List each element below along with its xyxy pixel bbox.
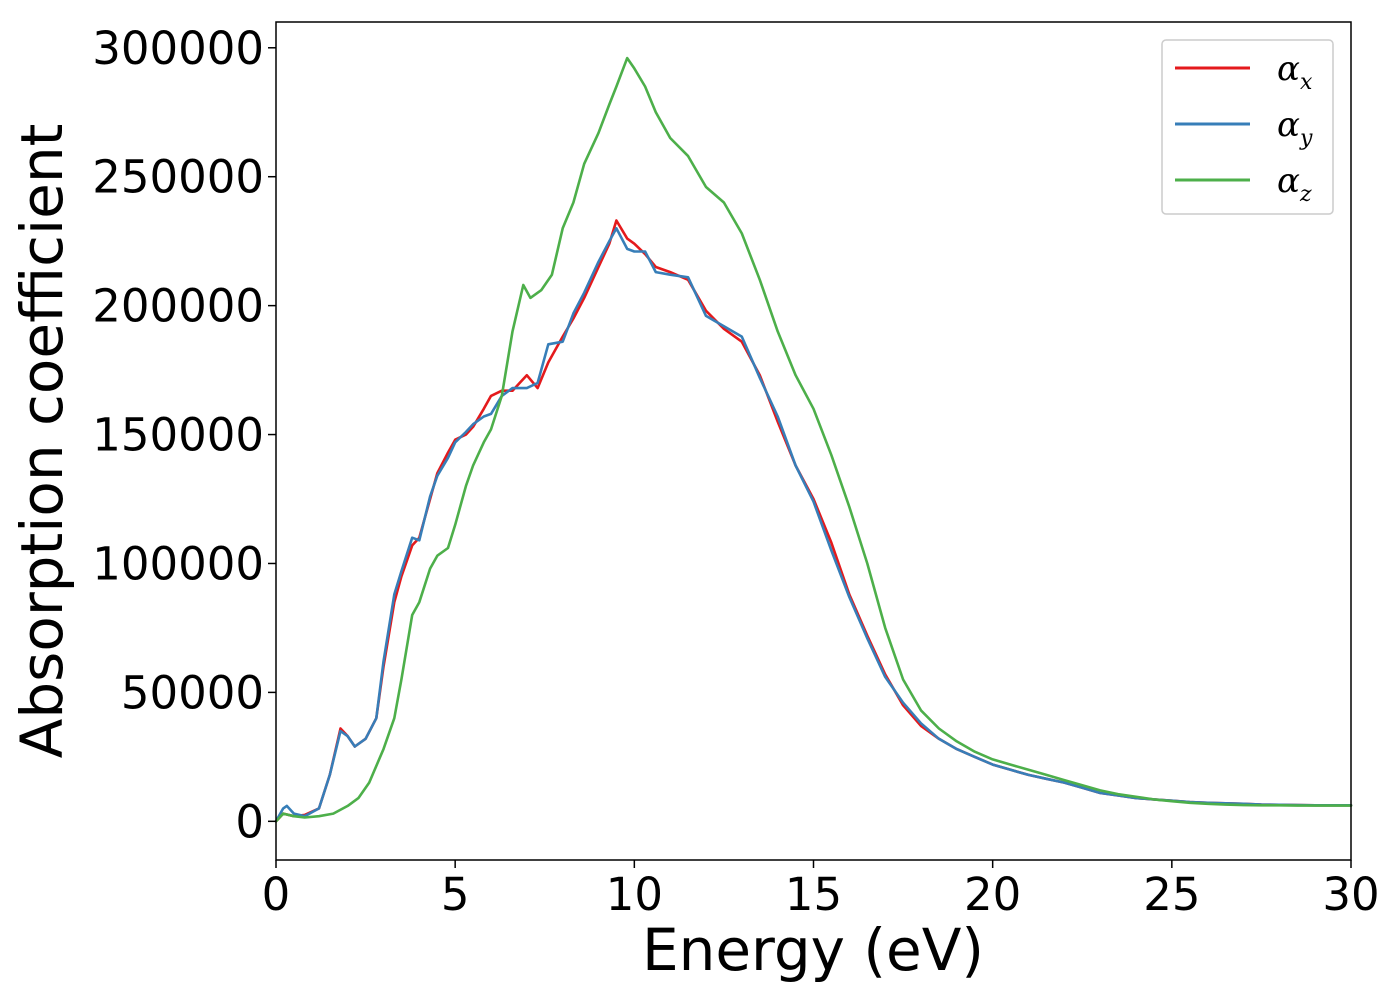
y-tick-label: 100000 [92,537,264,590]
legend-label-y: αy [1277,105,1313,151]
y-tick-label: 50000 [121,666,264,719]
legend-label-subscript: x [1300,70,1313,95]
x-tick-label: 25 [1143,868,1200,921]
y-tick-label: 0 [235,795,264,848]
legend-label-z: αz [1277,161,1312,207]
x-axis: 0 5 10 15 20 25 30 [262,860,1380,921]
legend-label-symbol: α [1277,105,1300,145]
y-tick-label: 150000 [92,409,264,462]
legend-label-subscript: y [1299,126,1313,151]
legend-label-symbol: α [1277,161,1300,201]
series-line-y [274,227,1353,823]
y-axis: 0 50000 100000 150000 200000 250000 300000 [92,22,276,848]
x-tick-label: 0 [262,868,291,921]
series-line-z [274,56,1353,823]
y-axis-title: Absorption coefficient [8,124,76,759]
x-tick-label: 30 [1322,868,1379,921]
x-tick-label: 5 [441,868,470,921]
legend-label-x: αx [1277,49,1313,95]
legend-box [1161,39,1334,215]
y-tick-label: 200000 [92,280,264,333]
y-tick-label: 250000 [92,151,264,204]
y-tick-label: 300000 [92,22,264,75]
x-axis-title: Energy (eV) [642,916,984,984]
legend-label-symbol: α [1277,49,1300,89]
series-line-x [274,219,1353,823]
x-tick-label: 20 [964,868,1021,921]
x-tick-label: 15 [785,868,842,921]
x-tick-label: 10 [606,868,663,921]
legend-label-subscript: z [1299,182,1312,207]
series-layer [274,56,1353,823]
